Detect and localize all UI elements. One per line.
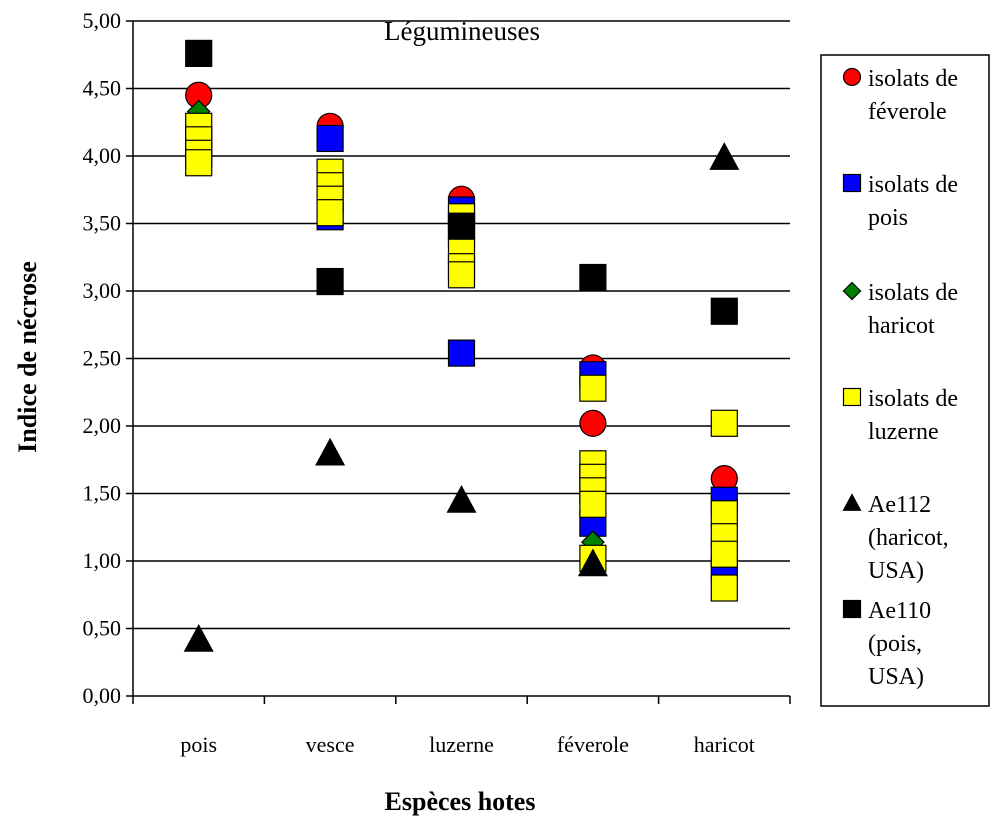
y-tick-label: 3,00 <box>83 278 122 303</box>
y-tick-label: 0,00 <box>83 683 122 708</box>
x-tick-label: vesce <box>306 732 355 757</box>
legend-label: luzerne <box>868 419 939 445</box>
data-point <box>185 149 213 177</box>
data-point <box>447 212 476 240</box>
gridlines <box>133 20 790 630</box>
data-point <box>446 484 477 513</box>
legend-label: féverole <box>868 99 947 125</box>
y-tick-label: 3,50 <box>83 211 122 236</box>
y-tick-label: 5,00 <box>83 8 122 33</box>
legend-label: USA) <box>868 664 924 690</box>
y-axis-label: Indice de nécrose <box>13 261 42 453</box>
y-tick-label: 2,50 <box>83 346 122 371</box>
legend-label: (pois, <box>868 631 922 657</box>
legend-box <box>820 54 990 707</box>
data-point <box>316 267 344 296</box>
data-point <box>709 142 740 170</box>
legend-label: Ae110 <box>868 598 931 624</box>
x-tick-label: pois <box>180 732 217 757</box>
chart-title: Légumineuses <box>384 16 540 46</box>
data-point <box>315 437 346 466</box>
legend-marker <box>842 387 862 407</box>
legend-label: USA) <box>868 558 924 584</box>
data-point <box>710 500 738 528</box>
y-tick-label: 2,00 <box>83 413 122 438</box>
y-tick-label: 4,00 <box>83 143 122 168</box>
data-point <box>710 409 738 437</box>
legend-label: isolats de <box>868 386 958 412</box>
data-point <box>710 540 738 568</box>
x-tick-label: luzerne <box>429 732 494 757</box>
legend-marker <box>842 281 862 301</box>
data-point <box>577 548 608 577</box>
legend-label: haricot <box>868 313 935 339</box>
x-tick-label: féverole <box>557 732 629 757</box>
legend: isolats de féverole isolats de pois isolats … <box>820 54 990 707</box>
legend-marker <box>842 173 862 193</box>
data-point <box>316 199 344 227</box>
data-points <box>183 39 740 652</box>
y-tick-label: 1,00 <box>83 548 122 573</box>
data-point <box>447 339 476 367</box>
y-tick-label: 1,50 <box>83 481 122 506</box>
x-tick-label: haricot <box>694 732 755 757</box>
data-point <box>710 297 738 325</box>
legend-label: Ae112 <box>868 492 931 518</box>
data-point <box>579 490 607 518</box>
y-tick-label: 0,50 <box>83 616 122 641</box>
data-point <box>447 261 476 289</box>
legend-marker <box>842 67 862 87</box>
data-point <box>579 374 607 402</box>
data-point <box>710 574 738 602</box>
data-point <box>185 39 213 68</box>
data-point <box>579 263 607 292</box>
legend-label: isolats de <box>868 172 958 198</box>
data-point <box>579 409 607 437</box>
data-point <box>183 624 214 652</box>
y-tick-label: 4,50 <box>83 76 122 101</box>
legend-label: isolats de <box>868 66 958 92</box>
legend-marker <box>842 599 862 619</box>
legend-marker <box>842 493 862 511</box>
legend-label: (haricot, <box>868 525 949 551</box>
axes: 0,00 0,50 1,00 1,50 2,00 2,50 3,00 3,50 4,00 4,50… <box>83 8 791 757</box>
data-point <box>316 124 344 153</box>
x-axis-label: Espèces hotes <box>385 787 536 816</box>
legend-label: pois <box>868 205 908 231</box>
legend-label: isolats de <box>868 280 958 306</box>
